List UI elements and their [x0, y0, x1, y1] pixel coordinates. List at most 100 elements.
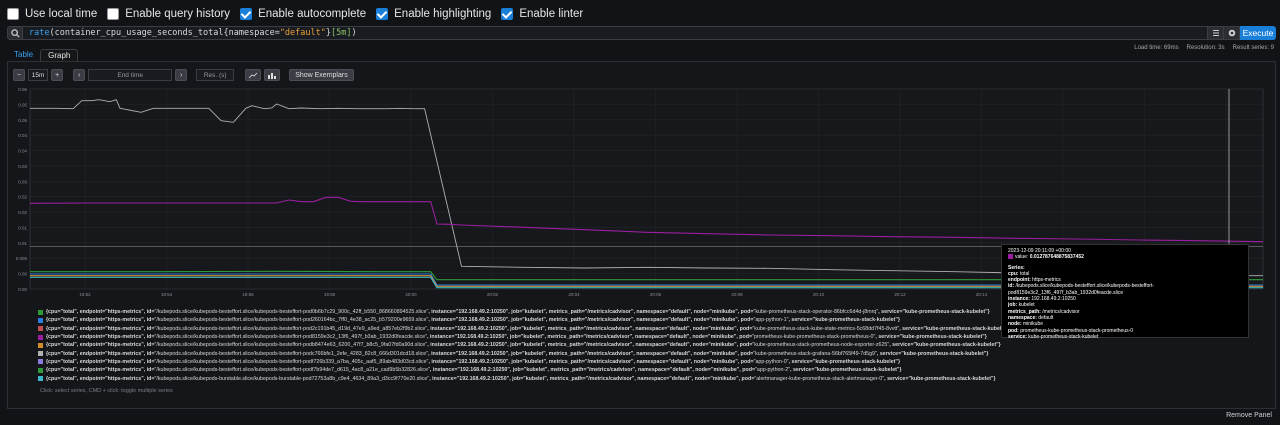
enable-query-history-checkbox[interactable]: Enable query history: [107, 8, 230, 20]
x-tick-label: 20:06: [650, 292, 662, 297]
legend-label: {cpu="total", endpoint="https-metrics", …: [46, 317, 900, 324]
use-local-time-checkbox[interactable]: Use local time: [7, 8, 97, 20]
y-tick-label: 0.00: [18, 287, 27, 292]
legend-swatch: [38, 376, 43, 382]
query-expression-input[interactable]: rate(container_cpu_usage_seconds_total{n…: [23, 26, 1208, 40]
legend-item[interactable]: {cpu="total", endpoint="https-metrics", …: [38, 325, 1268, 333]
line-chart-button[interactable]: [245, 69, 262, 81]
series-legend: {cpu="total", endpoint="https-metrics", …: [38, 308, 1268, 383]
legend-item[interactable]: {cpu="total", endpoint="https-metrics", …: [38, 349, 1268, 357]
execute-button[interactable]: Execute: [1240, 26, 1276, 40]
y-tick-label: 0.04: [18, 133, 27, 138]
series-line: [29, 196, 1264, 243]
legend-item[interactable]: {cpu="total", endpoint="https-metrics", …: [38, 374, 1268, 382]
tab-graph[interactable]: Graph: [40, 49, 79, 61]
range-input[interactable]: 15m: [28, 69, 49, 81]
enable-highlighting-checkbox[interactable]: Enable highlighting: [376, 8, 491, 20]
y-tick-label: 0.00: [18, 272, 27, 277]
panel-tabs: Table Graph: [7, 49, 79, 61]
option-label: Use local time: [25, 8, 98, 20]
legend-swatch: [38, 334, 43, 340]
checkbox-unchecked-icon: [107, 8, 120, 20]
legend-swatch: [38, 351, 43, 357]
legend-item[interactable]: {cpu="total", endpoint="https-metrics", …: [38, 308, 1268, 316]
legend-label: {cpu="total", endpoint="https-metrics", …: [46, 358, 901, 365]
legend-swatch: [38, 317, 43, 323]
stacked-chart-icon: [268, 72, 277, 79]
legend-item[interactable]: {cpu="total", endpoint="https-metrics", …: [38, 358, 1268, 366]
list-icon: [1212, 30, 1219, 36]
series-line: [30, 99, 1263, 277]
x-tick-label: 20:08: [731, 292, 743, 297]
increase-range-button[interactable]: +: [51, 69, 64, 81]
query-history-button[interactable]: [1224, 26, 1240, 40]
x-tick-label: 20:02: [487, 292, 499, 297]
legend-swatch: [38, 326, 43, 332]
decrease-range-button[interactable]: −: [13, 69, 26, 81]
option-label: Enable highlighting: [394, 8, 492, 20]
stacked-chart-button[interactable]: [264, 69, 281, 81]
legend-swatch: [38, 359, 43, 365]
y-tick-label: 0.01: [18, 225, 27, 230]
legend-label: {cpu="total", endpoint="https-metrics", …: [46, 334, 987, 341]
previous-time-button[interactable]: ‹: [73, 69, 86, 81]
query-function: rate: [29, 28, 50, 38]
y-tick-label: 0.05: [18, 118, 27, 123]
tooltip-row: cpu: total: [1008, 270, 1030, 277]
checkbox-checked-icon: [501, 8, 514, 20]
line-chart-icon: [249, 72, 258, 78]
tooltip-value-label: value:: [1015, 254, 1029, 261]
legend-label: {cpu="total", endpoint="https-metrics", …: [46, 342, 1001, 349]
x-tick-label: 19:58: [324, 292, 336, 297]
tooltip-row: node: minikube: [1008, 321, 1044, 328]
query-metric: container_cpu_usage_seconds_total: [54, 28, 224, 38]
query-operator: =: [274, 28, 280, 38]
x-tick-label: 20:14: [976, 292, 988, 297]
tooltip-row: namespace: default: [1008, 314, 1054, 321]
y-tick-label: 0.03: [18, 164, 27, 169]
y-tick-label: 0.02: [18, 210, 27, 215]
legend-label: {cpu="total", endpoint="https-metrics", …: [46, 325, 1011, 332]
checkbox-checked-icon: [376, 8, 389, 20]
legend-item[interactable]: {cpu="total", endpoint="https-metrics", …: [38, 341, 1268, 349]
x-tick-label: 20:12: [894, 292, 906, 297]
metrics-explorer-button[interactable]: [1208, 26, 1224, 40]
end-time-input[interactable]: End time: [88, 69, 173, 81]
graph-controls: − 15m + ‹ End time › Res. (s) Show Exemp…: [13, 69, 354, 81]
legend-label: {cpu="total", endpoint="https-metrics", …: [46, 350, 989, 357]
y-tick-label: 0.03: [18, 179, 27, 184]
resolution-input[interactable]: Res. (s): [196, 69, 235, 81]
legend-item[interactable]: {cpu="total", endpoint="https-metrics", …: [38, 366, 1268, 374]
query-stats: Load time: 69ms Resolution: 3s Result se…: [1134, 45, 1274, 51]
remove-panel-link[interactable]: Remove Panel: [1226, 412, 1272, 419]
option-label: Enable autocomplete: [258, 8, 367, 20]
checkbox-checked-icon: [240, 8, 253, 20]
next-time-button[interactable]: ›: [175, 69, 188, 81]
checkbox-unchecked-icon: [7, 8, 19, 20]
enable-linter-checkbox[interactable]: Enable linter: [501, 8, 583, 20]
legend-label: {cpu="total", endpoint="https-metrics", …: [46, 367, 902, 374]
show-exemplars-button[interactable]: Show Exemplars: [289, 69, 354, 81]
graph-panel: − 15m + ‹ End time › Res. (s) Show Exemp…: [7, 61, 1276, 409]
option-label: Enable query history: [125, 8, 231, 20]
tooltip-series-label: Series:: [1008, 264, 1025, 271]
legend-label: {cpu="total", endpoint="https-metrics", …: [46, 375, 996, 382]
enable-autocomplete-checkbox[interactable]: Enable autocomplete: [240, 8, 366, 20]
tab-table[interactable]: Table: [14, 50, 34, 59]
tooltip-row: service: kube-prometheus-stack-kubelet: [1008, 333, 1099, 340]
x-tick-label: 19:52: [79, 292, 91, 297]
tooltip-row: endpoint: https-metrics: [1008, 277, 1061, 284]
legend-item[interactable]: {cpu="total", endpoint="https-metrics", …: [38, 316, 1268, 324]
x-tick-label: 19:54: [161, 292, 173, 297]
legend-item[interactable]: {cpu="total", endpoint="https-metrics", …: [38, 333, 1268, 341]
x-tick-label: 19:56: [242, 292, 254, 297]
tooltip-row: job: kubelet: [1008, 302, 1035, 309]
tooltip-row: instance: 192.168.49.2:10250: [1008, 296, 1076, 303]
result-series: Result series: 9: [1232, 45, 1274, 51]
resolution: Resolution: 3s: [1186, 45, 1225, 51]
legend-swatch: [38, 342, 43, 348]
y-tick-label: 0.02: [18, 195, 27, 200]
tooltip-row: pod: prometheus-kube-prometheus-stack-pr…: [1008, 327, 1134, 334]
load-time: Load time: 69ms: [1134, 45, 1179, 51]
x-tick-label: 20:00: [405, 292, 417, 297]
